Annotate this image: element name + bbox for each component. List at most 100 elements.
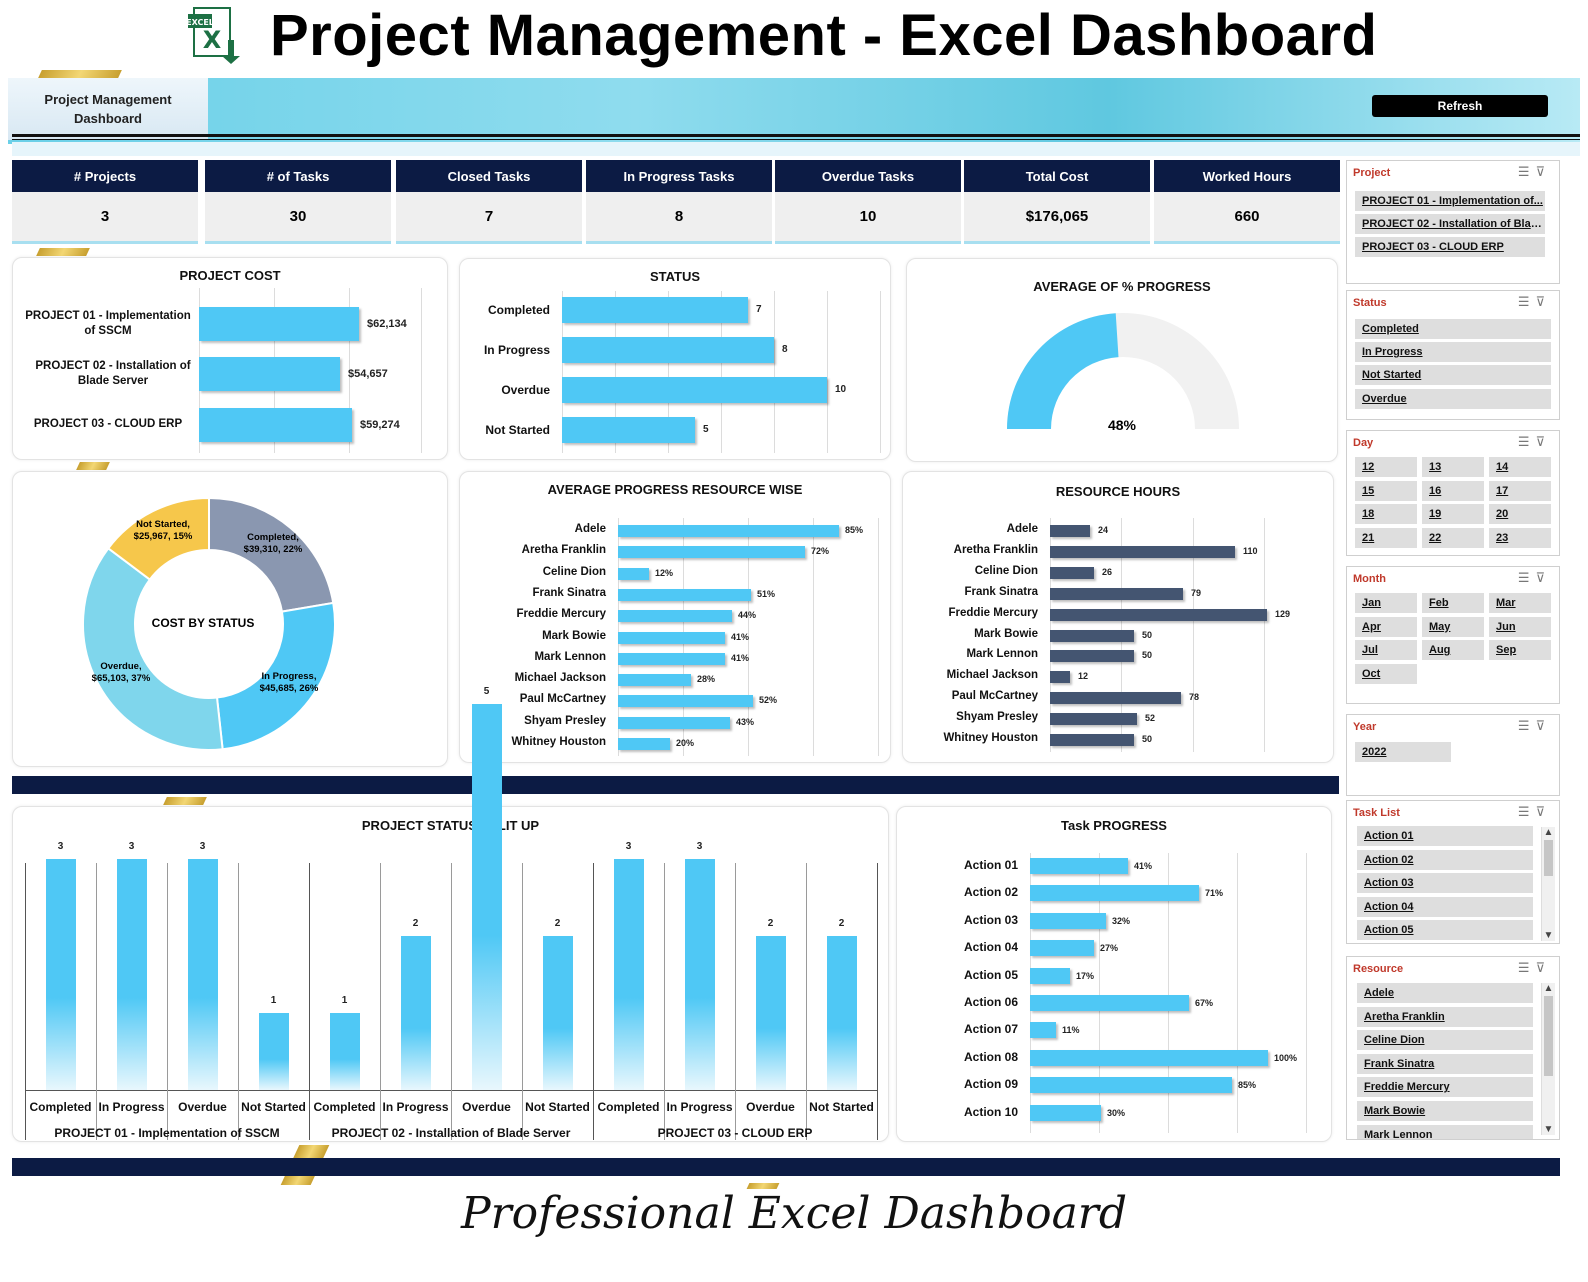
resource-label: Aretha Franklin bbox=[953, 543, 1038, 556]
multi-select-clear-filter-icons[interactable]: ☰⊽ bbox=[1517, 804, 1551, 819]
slicer-item[interactable]: Not Started bbox=[1355, 365, 1551, 385]
donut-slice-in-progress bbox=[215, 601, 336, 751]
slicer-item[interactable]: Jul bbox=[1355, 640, 1417, 661]
multi-select-clear-filter-icons[interactable]: ☰⊽ bbox=[1517, 434, 1551, 449]
slicer-item[interactable]: Apr bbox=[1355, 616, 1417, 637]
slicer-item[interactable]: Overdue bbox=[1355, 389, 1551, 409]
slicer-item[interactable]: Jan bbox=[1355, 593, 1417, 613]
slicer-item[interactable]: Sep bbox=[1489, 640, 1551, 661]
multi-select-clear-filter-icons[interactable]: ☰⊽ bbox=[1517, 294, 1551, 309]
slicer-item[interactable]: Completed bbox=[1355, 319, 1551, 339]
resource-label: Celine Dion bbox=[974, 564, 1038, 577]
scroll-up-icon[interactable]: ▲ bbox=[1543, 827, 1554, 838]
slicer-item[interactable]: PROJECT 01 - Implementation of... bbox=[1355, 191, 1545, 211]
split-bar bbox=[756, 936, 786, 1090]
split-group-label: PROJECT 01 - Implementation of SSCM bbox=[54, 1126, 280, 1140]
slicer-item[interactable]: Freddie Mercury bbox=[1357, 1077, 1533, 1098]
slicer-item[interactable]: PROJECT 02 - Installation of Blad... bbox=[1355, 214, 1545, 234]
slicer-item[interactable]: 2022 bbox=[1355, 742, 1451, 762]
slicer-item[interactable]: Action 01 bbox=[1357, 826, 1533, 846]
split-bar bbox=[472, 704, 502, 1090]
slicer-item[interactable]: 17 bbox=[1489, 480, 1551, 501]
multi-select-clear-filter-icons[interactable]: ☰⊽ bbox=[1517, 718, 1551, 733]
slicer-item[interactable]: Mark Bowie bbox=[1357, 1101, 1533, 1121]
kpi-value: 7 bbox=[396, 192, 582, 244]
slicer-item[interactable]: In Progress bbox=[1355, 342, 1551, 362]
hours-value-label: 26 bbox=[1102, 566, 1113, 577]
slicer-item[interactable]: 20 bbox=[1489, 504, 1551, 525]
hours-value-label: 12 bbox=[1078, 671, 1089, 682]
slicer-item[interactable]: 14 bbox=[1489, 457, 1551, 477]
slicer-item[interactable]: Oct bbox=[1355, 663, 1417, 684]
slicer-item[interactable]: 22 bbox=[1422, 527, 1484, 548]
kpi-label: Overdue Tasks bbox=[775, 160, 961, 192]
slicer-item[interactable]: 12 bbox=[1355, 457, 1417, 477]
resource-label: Mark Lennon bbox=[966, 648, 1038, 661]
slicer-item[interactable]: 13 bbox=[1422, 457, 1484, 477]
slicer-item[interactable]: 15 bbox=[1355, 480, 1417, 501]
task-label: Action 07 bbox=[963, 1022, 1018, 1037]
scrollbar[interactable]: ▲ ▼ bbox=[1541, 827, 1555, 941]
progress-value-label: 51% bbox=[757, 588, 776, 599]
slicer-item[interactable]: Action 04 bbox=[1357, 897, 1533, 917]
slicer-item[interactable]: 21 bbox=[1355, 527, 1417, 548]
task-bar bbox=[1030, 1104, 1101, 1121]
slicer-title: Status bbox=[1353, 297, 1387, 309]
kpi-label: In Progress Tasks bbox=[586, 160, 772, 192]
slicer-item[interactable]: Action 03 bbox=[1357, 873, 1533, 893]
task-label: Action 03 bbox=[963, 912, 1018, 927]
category-divider bbox=[593, 863, 594, 1140]
multi-select-clear-filter-icons[interactable]: ☰⊽ bbox=[1517, 570, 1551, 585]
slicer-title: Day bbox=[1353, 437, 1374, 449]
slicer-item[interactable]: May bbox=[1422, 616, 1484, 637]
task-progress-title: Task PROGRESS bbox=[1061, 818, 1167, 833]
category-divider bbox=[96, 863, 97, 1140]
slicer-item[interactable]: 18 bbox=[1355, 504, 1417, 525]
scroll-up-icon[interactable]: ▲ bbox=[1543, 983, 1554, 994]
slicer-resource: Resource ☰⊽ Adele Aretha Franklin Celine D… bbox=[1346, 956, 1560, 1140]
split-value-label: 2 bbox=[767, 918, 774, 929]
slicer-task-list: Task List ☰⊽ Action 01 Action 02 Action … bbox=[1346, 800, 1560, 944]
progress-value-label: 41% bbox=[731, 631, 750, 642]
split-group-label: PROJECT 03 - CLOUD ERP bbox=[657, 1126, 813, 1140]
split-value-label: 3 bbox=[625, 841, 632, 852]
slicer-item[interactable]: Aug bbox=[1422, 640, 1484, 661]
progress-value-label: 12% bbox=[655, 567, 674, 578]
multi-select-clear-filter-icons[interactable]: ☰⊽ bbox=[1517, 960, 1551, 975]
slicer-item[interactable]: Celine Dion bbox=[1357, 1030, 1533, 1051]
category-divider bbox=[380, 863, 381, 1140]
task-bar bbox=[1030, 1049, 1268, 1066]
slicer-item[interactable]: Aretha Franklin bbox=[1357, 1006, 1533, 1027]
slicer-item[interactable]: 16 bbox=[1422, 480, 1484, 501]
slicer-item[interactable]: Action 02 bbox=[1357, 850, 1533, 870]
slicer-item[interactable]: PROJECT 03 - CLOUD ERP bbox=[1355, 237, 1545, 257]
slicer-title: Year bbox=[1353, 721, 1377, 733]
scrollbar-thumb[interactable] bbox=[1544, 840, 1553, 876]
slicer-item[interactable]: Adele bbox=[1357, 983, 1533, 1003]
slicer-item[interactable]: Frank Sinatra bbox=[1357, 1053, 1533, 1074]
project-cost-card: PROJECT COST PROJECT 01 - Implementation… bbox=[12, 257, 448, 460]
slicer-item[interactable]: Feb bbox=[1422, 593, 1484, 613]
task-label: Action 01 bbox=[963, 858, 1018, 872]
slicer-item[interactable]: 19 bbox=[1422, 504, 1484, 525]
slicer-item[interactable]: Jun bbox=[1489, 616, 1551, 637]
kpi-label: Closed Tasks bbox=[396, 160, 582, 192]
progress-value-label: 20% bbox=[676, 738, 695, 748]
scrollbar-thumb[interactable] bbox=[1544, 996, 1553, 1076]
scroll-down-icon[interactable]: ▼ bbox=[1543, 1124, 1554, 1135]
gridline bbox=[1264, 518, 1265, 752]
slicer-item[interactable]: Action 05 bbox=[1357, 920, 1533, 940]
slicer-item[interactable]: Mark Lennon bbox=[1357, 1124, 1533, 1139]
resource-label: Whitney Houston bbox=[511, 736, 606, 748]
slicer-item[interactable]: 23 bbox=[1489, 527, 1551, 548]
donut-label-in-progress: In Progress, $45,685, 26% bbox=[259, 671, 319, 694]
hours-value-label: 24 bbox=[1098, 525, 1109, 535]
scroll-down-icon[interactable]: ▼ bbox=[1543, 930, 1554, 941]
task-label: Action 09 bbox=[963, 1077, 1018, 1092]
status-bar bbox=[562, 297, 748, 323]
scrollbar[interactable]: ▲ ▼ bbox=[1541, 983, 1555, 1135]
refresh-button[interactable]: Refresh bbox=[1372, 95, 1548, 117]
multi-select-clear-filter-icons[interactable]: ☰⊽ bbox=[1517, 164, 1551, 179]
task-value-label: 67% bbox=[1195, 998, 1214, 1008]
slicer-item[interactable]: Mar bbox=[1489, 593, 1551, 613]
